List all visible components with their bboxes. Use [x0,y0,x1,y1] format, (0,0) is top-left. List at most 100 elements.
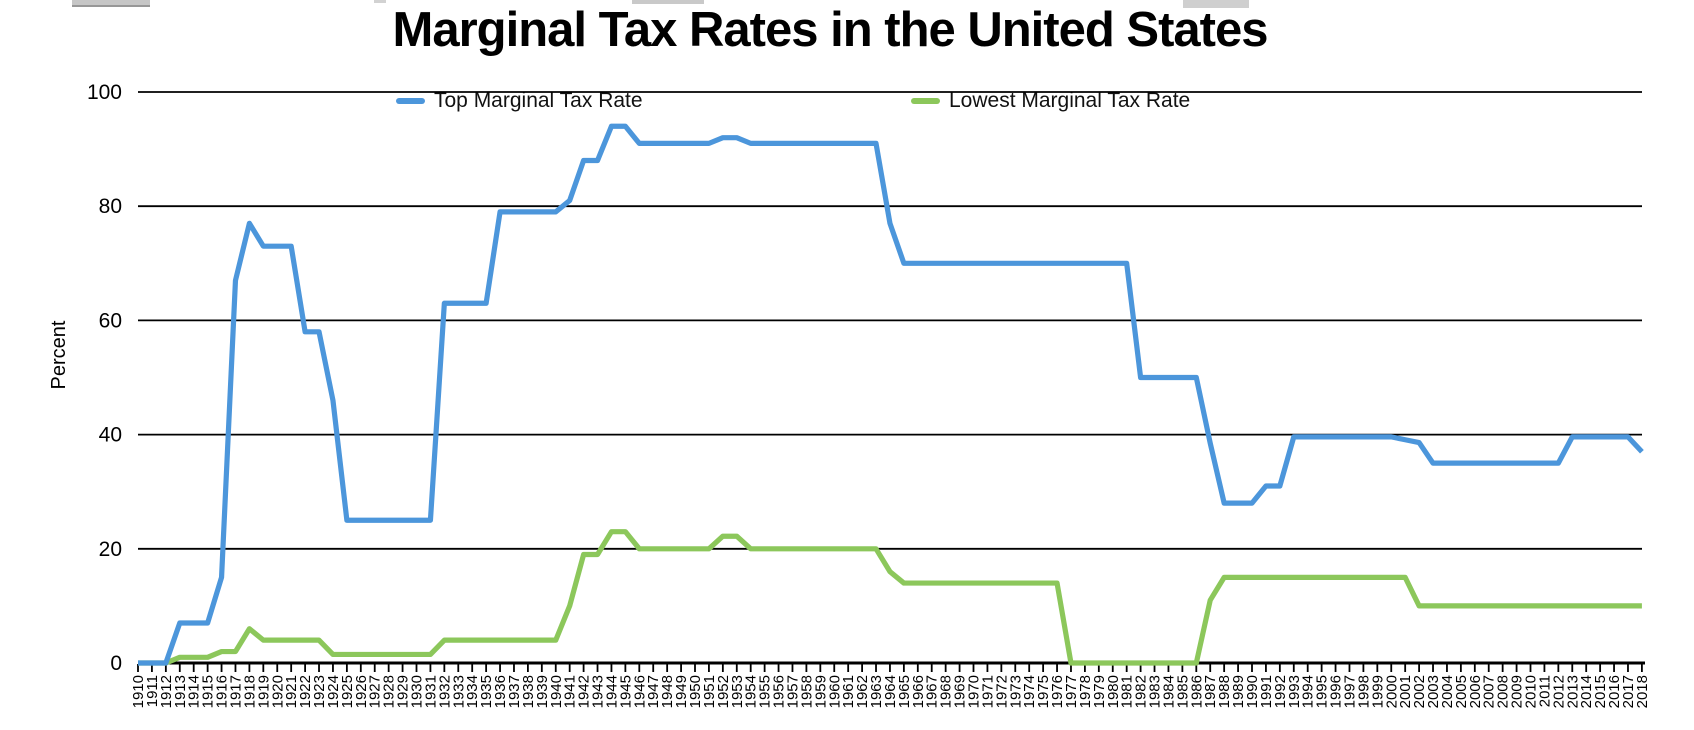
lowest-marginal-tax-rate-line [138,529,1642,666]
x-tick-label-1953: 1953 [729,675,746,708]
x-tick-label-1998: 1998 [1355,675,1372,708]
y-tick-label-60: 60 [99,309,122,332]
x-tick-label-1956: 1956 [771,675,788,708]
x-tick-label-1954: 1954 [743,675,760,708]
x-tick-label-1996: 1996 [1328,675,1345,708]
x-tick-label-1945: 1945 [617,675,634,708]
x-tick-label-1973: 1973 [1007,675,1024,708]
x-tick-label-2011: 2011 [1536,675,1553,707]
x-tick-label-2009: 2009 [1509,675,1526,708]
x-tick-label-1988: 1988 [1216,675,1233,708]
y-tick-label-100: 100 [87,81,122,104]
x-tick-label-1952: 1952 [715,675,732,708]
x-tick-label-1970: 1970 [966,675,983,708]
x-tick-label-2014: 2014 [1578,675,1595,708]
x-tick-label-1994: 1994 [1300,675,1317,708]
x-tick-label-2001: 2001 [1397,675,1414,708]
x-tick-label-1955: 1955 [757,675,774,708]
x-tick-label-1981: 1981 [1119,675,1136,708]
x-tick-label-1990: 1990 [1244,675,1261,708]
legend-label: Lowest Marginal Tax Rate [949,89,1191,112]
x-tick-label-1928: 1928 [381,675,398,708]
x-tick-label-1922: 1922 [297,675,314,708]
x-tick-label-1991: 1991 [1258,675,1275,708]
x-tick-label-2002: 2002 [1411,675,1428,708]
x-tick-label-1969: 1969 [952,675,969,708]
x-tick-label-2004: 2004 [1439,675,1456,708]
x-tick-label-1974: 1974 [1021,675,1038,708]
x-tick-label-1933: 1933 [450,675,467,708]
x-tick-label-1927: 1927 [367,675,384,708]
x-tick-label-1964: 1964 [882,675,899,708]
x-tick-label-1913: 1913 [172,675,189,708]
cropped-ui-artifact [72,0,150,7]
x-tick-label-1984: 1984 [1160,675,1177,708]
x-tick-label-1960: 1960 [826,675,843,708]
x-tick-label-1961: 1961 [840,675,857,708]
cropped-ui-artifact [1183,0,1249,8]
x-tick-label-2007: 2007 [1481,675,1498,708]
legend-item-lowest-rate: Lowest Marginal Tax Rate [911,88,1190,114]
x-tick-label-1958: 1958 [798,675,815,708]
x-tick-label-1947: 1947 [645,675,662,708]
x-tick-label-1992: 1992 [1272,675,1289,708]
x-tick-label-1932: 1932 [436,675,453,708]
x-tick-label-1963: 1963 [868,675,885,708]
y-tick-label-0: 0 [110,652,122,675]
x-tick-label-1976: 1976 [1049,675,1066,708]
x-tick-label-1978: 1978 [1077,675,1094,708]
x-tick-label-2012: 2012 [1550,675,1567,708]
x-tick-label-2015: 2015 [1592,675,1609,708]
x-tick-label-1931: 1931 [422,675,439,708]
x-tick-label-1944: 1944 [603,675,620,708]
x-tick-label-2018: 2018 [1634,675,1651,708]
x-tick-label-1982: 1982 [1133,675,1150,708]
x-tick-label-1924: 1924 [325,675,342,708]
x-tick-label-1942: 1942 [576,675,593,708]
x-tick-label-1917: 1917 [227,675,244,708]
x-tick-label-1926: 1926 [353,675,370,708]
x-tick-label-1993: 1993 [1286,675,1303,708]
x-tick-label-1939: 1939 [534,675,551,708]
x-tick-label-1940: 1940 [548,675,565,708]
x-tick-label-1918: 1918 [241,675,258,708]
chart-title: Marginal Tax Rates in the United States [392,3,1269,57]
x-tick-label-1935: 1935 [478,675,495,708]
x-tick-label-1943: 1943 [590,675,607,708]
x-tick-label-1921: 1921 [283,675,300,708]
legend-label: Top Marginal Tax Rate [434,89,643,112]
x-tick-label-1972: 1972 [993,675,1010,708]
x-tick-label-1962: 1962 [854,675,871,708]
x-tick-label-1929: 1929 [395,675,412,708]
x-tick-label-1971: 1971 [979,675,996,708]
x-tick-label-1934: 1934 [464,675,481,708]
x-tick-label-1979: 1979 [1091,675,1108,708]
top-marginal-tax-rate-line [138,123,1644,666]
x-tick-label-1989: 1989 [1230,675,1247,708]
x-tick-label-1925: 1925 [339,675,356,708]
cropped-ui-artifact [374,0,386,3]
x-tick-label-2017: 2017 [1620,675,1637,708]
x-tick-label-1923: 1923 [311,675,328,708]
cropped-ui-artifact [632,0,704,4]
x-tick-label-2005: 2005 [1453,675,1470,708]
x-tick-label-2010: 2010 [1523,675,1540,708]
x-tick-label-1985: 1985 [1174,675,1191,708]
x-tick-label-1915: 1915 [200,675,217,708]
x-tick-label-1951: 1951 [701,675,718,708]
x-tick-label-1916: 1916 [214,675,231,708]
x-tick-label-1997: 1997 [1341,675,1358,708]
x-tick-label-1911: 1911 [144,675,161,707]
y-tick-label-20: 20 [99,538,122,561]
x-tick-label-1949: 1949 [673,675,690,708]
x-tick-label-2006: 2006 [1467,675,1484,708]
x-tick-label-1936: 1936 [492,675,509,708]
x-tick-label-1965: 1965 [896,675,913,708]
x-tick-label-1948: 1948 [659,675,676,708]
y-tick-label-80: 80 [99,195,122,218]
y-tick-label-40: 40 [99,424,122,447]
x-tick-label-1937: 1937 [506,675,523,708]
x-tick-label-1980: 1980 [1105,675,1122,708]
